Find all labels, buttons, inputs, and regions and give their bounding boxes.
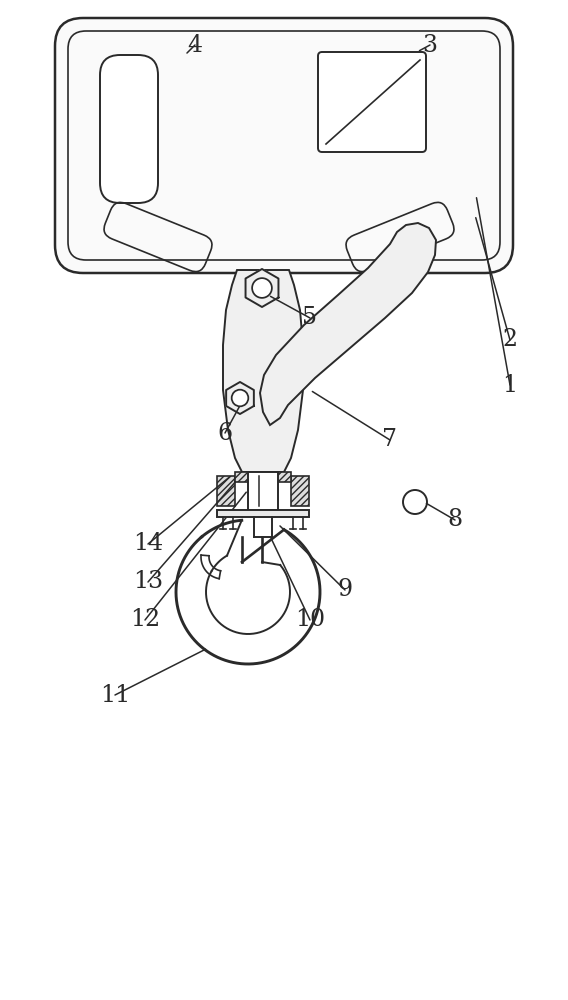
FancyBboxPatch shape [55, 18, 513, 273]
Polygon shape [245, 269, 278, 307]
Bar [248, 472, 278, 510]
Text: 10: 10 [295, 608, 325, 632]
FancyBboxPatch shape [100, 55, 158, 203]
Polygon shape [260, 223, 436, 425]
Circle shape [232, 390, 248, 406]
Bar [291, 476, 309, 506]
FancyBboxPatch shape [318, 52, 426, 152]
Text: 4: 4 [187, 33, 203, 56]
Bar [235, 472, 291, 482]
Text: 6: 6 [218, 422, 232, 444]
Text: 1: 1 [503, 373, 517, 396]
Bar [217, 476, 235, 506]
Text: 11: 11 [100, 684, 130, 706]
Polygon shape [223, 270, 303, 472]
Text: 8: 8 [448, 508, 462, 532]
Text: 12: 12 [130, 608, 160, 632]
Text: 2: 2 [503, 328, 517, 352]
Polygon shape [226, 382, 254, 414]
Text: 14: 14 [133, 532, 163, 556]
Text: 13: 13 [133, 570, 163, 593]
Text: 7: 7 [382, 428, 398, 452]
Text: 9: 9 [337, 578, 353, 601]
Text: 3: 3 [423, 33, 437, 56]
Text: 5: 5 [303, 306, 318, 330]
Bar [217, 510, 309, 517]
Circle shape [252, 278, 272, 298]
